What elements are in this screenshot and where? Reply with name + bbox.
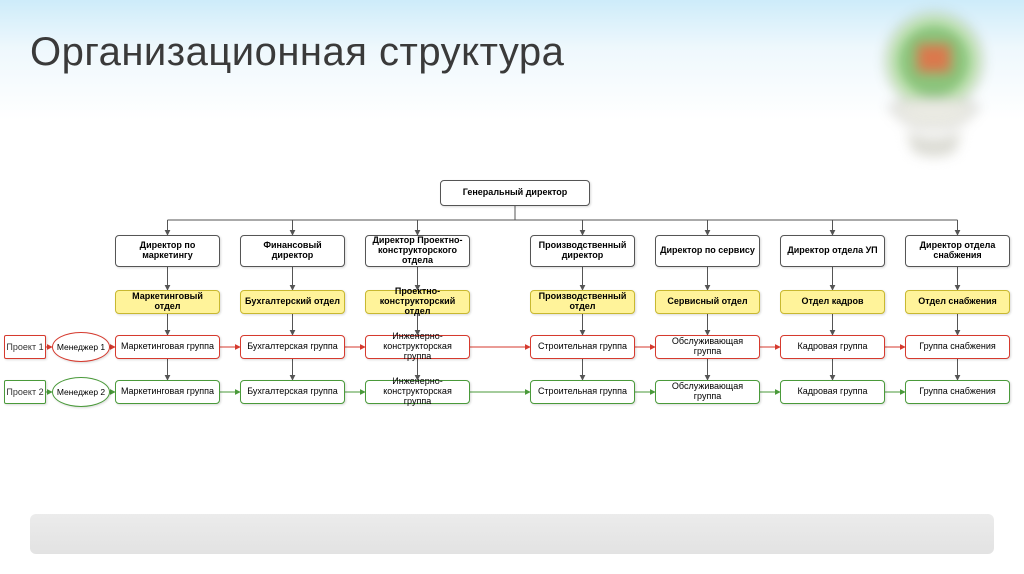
node-department: Маркетинговый отдел (115, 290, 220, 314)
node-department: Бухгалтерский отдел (240, 290, 345, 314)
node-group-proj1: Обслуживающая группа (655, 335, 760, 359)
connectors (0, 180, 1024, 480)
node-group-proj1: Маркетинговая группа (115, 335, 220, 359)
node-department: Производственный отдел (530, 290, 635, 314)
logo-blurred (864, 5, 1004, 145)
node-department: Отдел снабжения (905, 290, 1010, 314)
node-director: Производственный директор (530, 235, 635, 267)
node-group-proj1: Строительная группа (530, 335, 635, 359)
node-department: Отдел кадров (780, 290, 885, 314)
node-director: Директор по маркетингу (115, 235, 220, 267)
node-group-proj2: Строительная группа (530, 380, 635, 404)
footer-bar (30, 514, 994, 554)
node-group-proj1: Бухгалтерская группа (240, 335, 345, 359)
node-group-proj1: Группа снабжения (905, 335, 1010, 359)
org-chart: Генеральный директор Директор по маркети… (0, 180, 1024, 480)
node-group-proj2: Группа снабжения (905, 380, 1010, 404)
node-director: Директор отдела снабжения (905, 235, 1010, 267)
node-director: Финансовый директор (240, 235, 345, 267)
node-group-proj1: Инженерно-конструкторская группа (365, 335, 470, 359)
manager-2: Менеджер 2 (52, 377, 110, 407)
node-ceo: Генеральный директор (440, 180, 590, 206)
node-director: Директор отдела УП (780, 235, 885, 267)
slide-title: Организационная структура (30, 30, 564, 75)
node-group-proj2: Бухгалтерская группа (240, 380, 345, 404)
project-2-label: Проект 2 (4, 380, 46, 404)
node-group-proj1: Кадровая группа (780, 335, 885, 359)
node-group-proj2: Обслуживающая группа (655, 380, 760, 404)
node-department: Сервисный отдел (655, 290, 760, 314)
manager-1: Менеджер 1 (52, 332, 110, 362)
node-group-proj2: Маркетинговая группа (115, 380, 220, 404)
node-director: Директор по сервису (655, 235, 760, 267)
node-group-proj2: Инженерно-конструкторская группа (365, 380, 470, 404)
node-director: Директор Проектно-конструкторского отдел… (365, 235, 470, 267)
project-1-label: Проект 1 (4, 335, 46, 359)
node-group-proj2: Кадровая группа (780, 380, 885, 404)
node-department: Проектно-конструкторский отдел (365, 290, 470, 314)
